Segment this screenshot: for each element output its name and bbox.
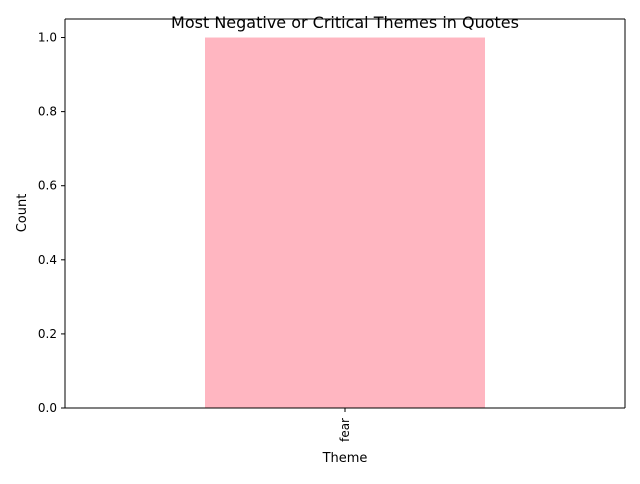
x-axis-label: Theme (322, 451, 368, 466)
y-tick-label: 0.2 (38, 327, 57, 341)
y-axis-label: Count (15, 194, 30, 233)
y-tick-label: 0.4 (38, 253, 57, 267)
y-tick-label: 0.6 (38, 179, 57, 193)
y-tick-label: 1.0 (38, 31, 57, 45)
x-axis: fear (338, 408, 352, 442)
bars-group (205, 37, 485, 409)
y-axis: 0.0 0.2 0.4 0.6 0.8 1.0 (38, 31, 65, 415)
chart-title: Most Negative or Critical Themes in Quot… (171, 13, 519, 32)
y-tick-label: 0.8 (38, 105, 57, 119)
y-tick-label: 0.0 (38, 401, 57, 415)
x-tick-label: fear (338, 418, 352, 442)
axes-frame (64, 18, 626, 409)
bar-fear (205, 37, 485, 409)
